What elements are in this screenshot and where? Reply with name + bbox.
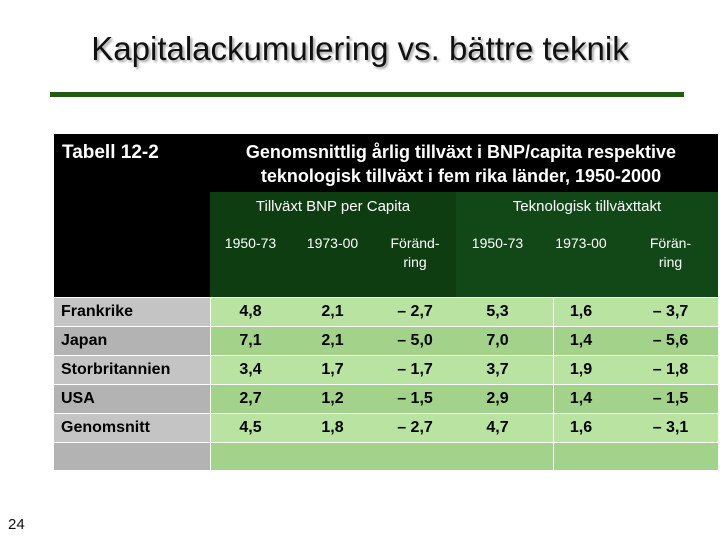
row-country-name: Japan xyxy=(61,332,108,349)
table-cell: 2,9 xyxy=(486,390,509,407)
column-header-line: 1973-00 xyxy=(306,235,359,251)
row-country-name: Storbritannien xyxy=(61,361,171,378)
column-divider xyxy=(553,297,554,470)
table-cell: 4,8 xyxy=(239,303,262,320)
row-country-name: Frankrike xyxy=(61,303,134,320)
row-country-name: USA xyxy=(61,390,95,407)
table-cell: 1,6 xyxy=(569,303,593,320)
table-cell: – 5,6 xyxy=(652,332,689,349)
table-cell: – 5,0 xyxy=(397,332,433,349)
table-cell: 5,3 xyxy=(486,303,509,320)
table-cell: 1,2 xyxy=(321,390,344,407)
table-cell: 2,1 xyxy=(321,303,344,320)
column-header: Föränd-ring xyxy=(374,234,456,272)
table-row: USA 2,7 1,2 – 1,5 2,9 1,4 – 1,5 xyxy=(54,384,718,413)
column-header: 1973-00 xyxy=(539,234,623,253)
table-cell: 1,6 xyxy=(569,419,593,436)
column-header-line: 1950-73 xyxy=(471,235,524,251)
table-cell: 7,0 xyxy=(486,332,509,349)
table-cell: 3,4 xyxy=(239,361,262,378)
group-header-tech: Teknologisk tillväxttakt xyxy=(512,198,662,215)
column-header-line: 1973-00 xyxy=(555,235,607,251)
table-cell: 1,4 xyxy=(569,332,593,349)
table-row-empty xyxy=(54,442,718,470)
column-header: Förän-ring xyxy=(623,234,718,272)
table-label: Tabell 12-2 xyxy=(62,142,159,163)
column-header: 1950-73 xyxy=(210,234,291,253)
table-cell: 1,7 xyxy=(321,361,344,378)
table-row: Japan 7,1 2,1 – 5,0 7,0 1,4 – 5,6 xyxy=(54,326,718,355)
table-cell: – 1,5 xyxy=(652,390,689,407)
table-cell: 3,7 xyxy=(486,361,509,378)
column-header-line: 1950-73 xyxy=(224,235,277,251)
table-cell: 1,8 xyxy=(321,419,344,436)
table-header-black xyxy=(54,134,718,192)
table-cell: 4,7 xyxy=(486,419,509,436)
table-cell: – 2,7 xyxy=(397,419,433,436)
table-row: Frankrike 4,8 2,1 – 2,7 5,3 1,6 – 3,7 xyxy=(54,297,718,326)
table-cell: 7,1 xyxy=(239,332,262,349)
table-cell: 1,4 xyxy=(569,390,593,407)
table-cell: – 1,7 xyxy=(397,361,433,378)
row-country-name: Genomsnitt xyxy=(61,419,150,436)
column-header-line: Förän- xyxy=(649,235,692,251)
page-number: 24 xyxy=(8,516,25,533)
table-cell: 2,1 xyxy=(321,332,344,349)
data-table: Tabell 12-2 Genomsnittlig årlig tillväxt… xyxy=(54,134,718,470)
column-header-line: Föränd- xyxy=(390,235,440,251)
table-cell: 2,7 xyxy=(239,390,262,407)
title-rule xyxy=(50,92,684,97)
table-cell: – 2,7 xyxy=(397,303,433,320)
table-cell: – 1,8 xyxy=(652,361,689,378)
column-divider xyxy=(210,297,211,470)
column-header-line: ring xyxy=(658,254,683,270)
table-header-left xyxy=(54,192,210,297)
table-cell: – 3,7 xyxy=(652,303,689,320)
table-cell: 4,5 xyxy=(239,419,262,436)
table-cell: – 3,1 xyxy=(652,419,689,436)
column-header: 1950-73 xyxy=(456,234,539,253)
table-row: Storbritannien 3,4 1,7 – 1,7 3,7 1,9 – 1,8 xyxy=(54,355,718,384)
table-caption: Genomsnittlig årlig tillväxt i BNP/capit… xyxy=(245,142,677,186)
group-header-gdp: Tillväxt BNP per Capita xyxy=(255,198,411,215)
column-header: 1973-00 xyxy=(291,234,374,253)
table-cell: 1,9 xyxy=(569,361,593,378)
table-cell: – 1,5 xyxy=(397,390,433,407)
table-header-group-tech xyxy=(456,192,718,297)
table-row: Genomsnitt 4,5 1,8 – 2,7 4,7 1,6 – 3,1 xyxy=(54,413,718,442)
table-header-group-gdp xyxy=(210,192,456,297)
column-header-line: ring xyxy=(403,254,427,270)
slide-title: Kapitalackumulering vs. bättre teknik xyxy=(91,30,629,67)
